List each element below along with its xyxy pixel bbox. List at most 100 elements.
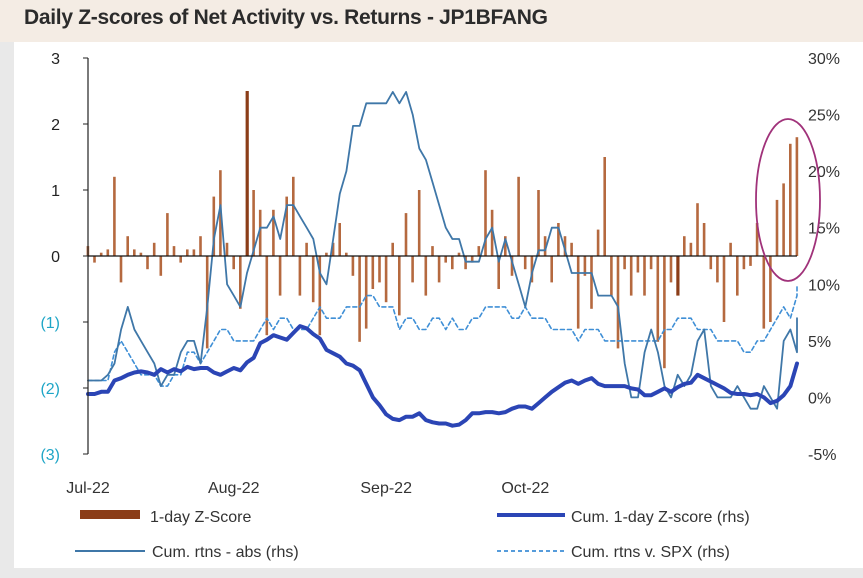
- z-score-bar: [749, 256, 752, 266]
- z-score-bar: [318, 256, 322, 336]
- z-score-bar: [643, 256, 646, 296]
- left-tick-label: 1: [51, 183, 60, 200]
- x-tick-label: Aug-22: [208, 480, 260, 497]
- left-tick-label: 3: [51, 51, 60, 68]
- z-score-bar: [470, 256, 474, 263]
- z-score-bar: [258, 209, 262, 256]
- z-score-bar: [517, 176, 520, 256]
- z-score-bar: [616, 256, 620, 349]
- z-score-bar: [530, 256, 534, 283]
- z-score-bar: [789, 143, 792, 256]
- z-score-bar: [709, 256, 713, 270]
- z-score-bar: [325, 252, 328, 256]
- chart-title: Daily Z-scores of Net Activity vs. Retur…: [24, 6, 548, 29]
- z-score-bar: [596, 229, 600, 256]
- x-tick-label: Sep-22: [360, 480, 412, 497]
- z-score-bar: [133, 249, 136, 256]
- z-score-bar: [451, 256, 454, 270]
- highlight-circle: [755, 118, 821, 282]
- left-tick-label: 2: [51, 117, 60, 134]
- z-score-bar: [338, 223, 341, 256]
- z-score-bar: [722, 256, 726, 322]
- z-score-bar: [311, 256, 315, 303]
- z-score-bar: [272, 209, 275, 256]
- z-score-bar: [590, 256, 593, 309]
- z-score-bar: [742, 256, 746, 270]
- right-tick-label: 10%: [808, 277, 840, 294]
- right-tick-label: -5%: [808, 447, 836, 464]
- z-score-bar: [649, 256, 653, 270]
- z-score-bar: [702, 223, 706, 256]
- left-tick-label: 0: [51, 249, 60, 266]
- z-score-bar: [636, 256, 640, 273]
- z-score-bar: [199, 236, 202, 256]
- right-tick-label: 20%: [808, 164, 840, 181]
- axes-layer: 3 2 1 0 (1) (2) (3) 30% 25% 20% 15% 10% 5% 0% -5% Jul-2…: [40, 51, 840, 497]
- z-score-bar: [504, 236, 507, 256]
- z-score-bar: [583, 256, 587, 276]
- right-tick-label: 30%: [808, 51, 840, 68]
- legend: 1-day Z-Score Cum. 1-day Z-score (rhs) C…: [75, 509, 750, 561]
- z-score-bar: [99, 252, 103, 256]
- z-score-bar: [298, 256, 302, 296]
- legend-label-bars: 1-day Z-Score: [150, 509, 251, 526]
- z-score-bar: [364, 256, 368, 329]
- z-score-bar: [292, 176, 295, 256]
- z-score-bar: [245, 91, 249, 256]
- z-score-bar: [656, 256, 660, 342]
- z-score-bar: [417, 190, 421, 256]
- z-score-bar: [172, 246, 176, 256]
- z-score-bar: [285, 196, 288, 256]
- z-score-bar: [563, 236, 567, 256]
- legend-swatch-bars: [80, 510, 140, 519]
- z-score-bar: [113, 176, 116, 256]
- z-score-bar: [212, 196, 216, 256]
- legend-label-cum-z: Cum. 1-day Z-score (rhs): [571, 509, 750, 526]
- z-score-bar: [93, 256, 96, 263]
- title-bar: Daily Z-scores of Net Activity vs. Retur…: [0, 0, 863, 42]
- z-score-bar: [186, 249, 189, 256]
- left-tick-label: (2): [40, 381, 60, 398]
- chart-panel: [14, 42, 863, 568]
- legend-label-cum-abs: Cum. rtns - abs (rhs): [152, 544, 299, 561]
- z-score-bar: [192, 249, 196, 256]
- z-score-bar: [437, 256, 441, 283]
- z-score-bar: [762, 256, 766, 329]
- z-score-bar: [384, 256, 388, 303]
- z-score-bar: [696, 203, 699, 256]
- z-score-bar: [510, 256, 514, 276]
- left-tick-label: (1): [40, 315, 60, 332]
- z-score-bar: [152, 242, 156, 256]
- z-score-bar: [464, 256, 467, 270]
- z-score-bar: [716, 256, 719, 283]
- z-score-bar: [126, 236, 129, 256]
- z-score-bar: [351, 256, 355, 276]
- z-score-bar: [358, 256, 361, 342]
- right-tick-label: 5%: [808, 334, 831, 351]
- z-score-bar: [683, 236, 686, 256]
- z-score-bar: [557, 223, 560, 256]
- bar-layer: [86, 91, 799, 369]
- z-score-bar: [179, 256, 182, 263]
- z-score-bar: [782, 183, 785, 256]
- x-tick-label: Jul-22: [66, 480, 110, 497]
- z-score-bar: [610, 256, 613, 296]
- z-score-bar: [543, 236, 547, 256]
- z-score-bar: [603, 157, 606, 256]
- z-score-bar: [119, 256, 123, 283]
- z-score-bar: [669, 256, 673, 283]
- z-score-bar: [729, 242, 732, 256]
- z-score-bar: [139, 252, 143, 256]
- z-score-bar: [550, 256, 553, 283]
- z-score-bar: [477, 246, 481, 256]
- x-tick-label: Oct-22: [501, 480, 549, 497]
- z-score-bar: [424, 256, 428, 296]
- z-score-bar: [576, 256, 580, 329]
- z-score-bar: [404, 213, 408, 256]
- z-score-bar: [769, 256, 772, 322]
- right-tick-label: 15%: [808, 221, 840, 238]
- z-score-bar: [106, 249, 110, 256]
- z-score-bar: [252, 190, 255, 256]
- z-score-bar: [676, 256, 680, 296]
